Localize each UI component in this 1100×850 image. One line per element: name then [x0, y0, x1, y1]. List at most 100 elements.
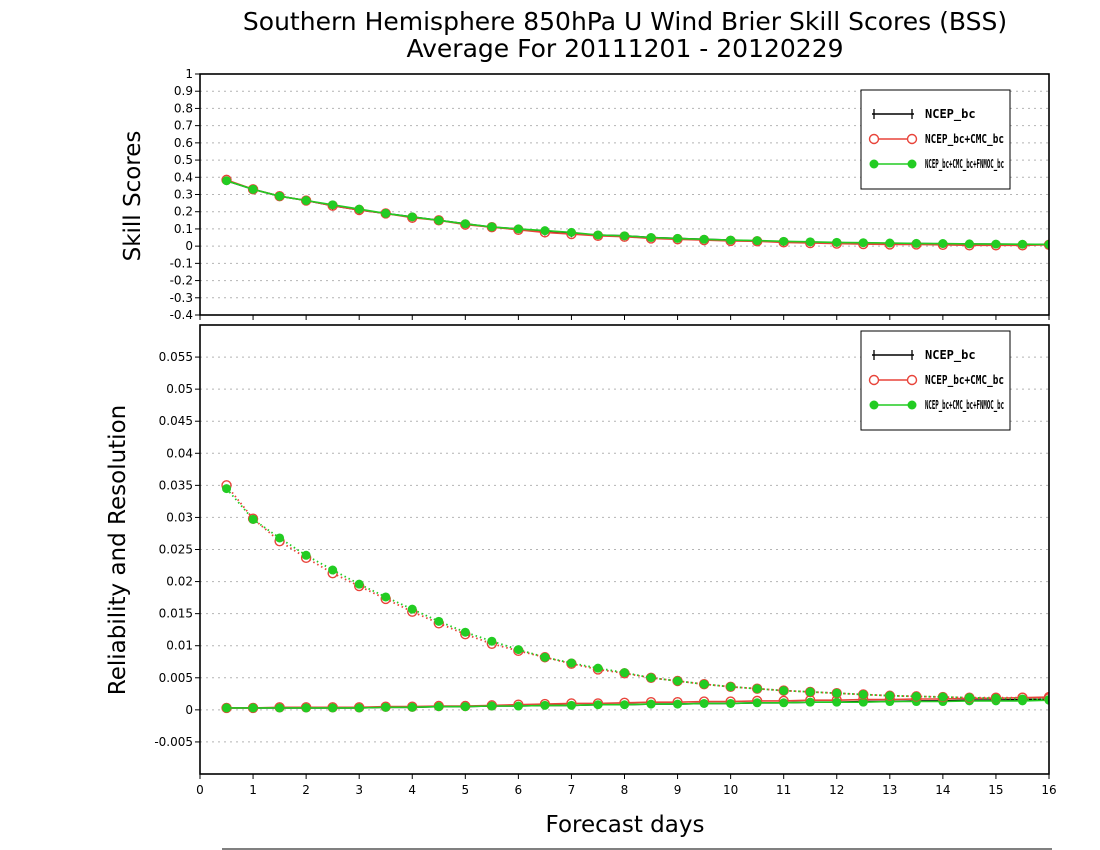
legend-label: NCEP_bc+CMC_bc+FNMOC_bc [925, 157, 1004, 172]
legend-marker [868, 133, 880, 145]
y-tick-label: 0.7 [174, 119, 193, 133]
data-point [540, 700, 550, 710]
data-point [434, 616, 444, 626]
data-point [805, 237, 815, 247]
data-point [991, 693, 1001, 703]
legend-marker [869, 400, 879, 410]
x-tick-label: 0 [196, 783, 204, 797]
data-point [460, 627, 470, 637]
data-point [513, 224, 523, 234]
data-point [726, 682, 736, 692]
data-point [381, 702, 391, 712]
x-tick-label: 10 [723, 783, 738, 797]
data-point [752, 236, 762, 246]
y-tick-label: -0.1 [170, 256, 193, 270]
data-point [1044, 239, 1049, 249]
y-tick-label: 0.6 [174, 136, 193, 150]
data-point [487, 701, 497, 711]
y-tick-label: 0.8 [174, 101, 193, 115]
data-point [434, 702, 444, 712]
x-tick-label: 16 [1041, 783, 1056, 797]
data-point [620, 700, 629, 710]
data-point [1017, 239, 1027, 249]
data-point [513, 645, 523, 655]
x-tick-label: 4 [408, 783, 416, 797]
legend-label: NCEP_bc+CMC_bc+FNMOC_bc [925, 398, 1004, 413]
data-point [328, 565, 338, 575]
legend-marker [868, 374, 880, 386]
y-tick-label: 0.2 [174, 205, 193, 219]
data-point [673, 676, 683, 686]
y-tick-label: 0.5 [174, 153, 193, 167]
data-point [301, 196, 311, 206]
data-point [434, 215, 444, 225]
x-tick-label: 1 [249, 783, 257, 797]
data-point [248, 184, 258, 194]
x-tick-label: 11 [776, 783, 791, 797]
series-line [226, 179, 1049, 246]
data-point [673, 233, 683, 243]
legend-marker [907, 400, 917, 410]
data-point [805, 697, 815, 707]
chart-title: Southern Hemisphere 850hPa U Wind Brier … [243, 7, 1007, 36]
data-point [699, 679, 709, 689]
series-layer [221, 480, 1049, 714]
data-point [858, 689, 868, 699]
data-point [460, 219, 470, 229]
data-point [328, 703, 338, 713]
y-tick-label: -0.4 [170, 308, 193, 322]
y-tick-label: -0.005 [154, 735, 193, 749]
series-line [226, 179, 1049, 247]
data-point [646, 233, 656, 243]
data-point [832, 697, 842, 707]
data-point [991, 239, 1001, 249]
data-point [779, 236, 789, 246]
data-point [779, 698, 789, 708]
series-layer [221, 174, 1049, 251]
y-tick-label: 0 [185, 703, 193, 717]
x-tick-label: 9 [674, 783, 682, 797]
y-tick-label: 0.3 [174, 188, 193, 202]
legend: NCEP_bc NCEP_bc+CMC_bc NCEP_bc+CMC_bc+FNMO… [860, 89, 1011, 190]
data-point [752, 698, 762, 708]
data-point [885, 691, 895, 701]
data-point [593, 230, 603, 240]
x-tick-label: 3 [355, 783, 363, 797]
data-point [832, 688, 842, 698]
y-tick-label: 0 [185, 239, 193, 253]
x-axis-label: Forecast days [546, 812, 705, 838]
series-line [225, 484, 1049, 700]
data-point [381, 208, 391, 218]
y-tick-label: 0.05 [166, 382, 193, 396]
data-point [646, 673, 656, 683]
data-point [513, 701, 523, 711]
data-point [779, 686, 789, 696]
legend-label: NCEP_bc [925, 348, 976, 363]
series-line [225, 488, 1049, 701]
data-point [699, 234, 709, 244]
data-point [354, 703, 364, 713]
data-point [487, 636, 497, 646]
x-tick-label: 8 [621, 783, 629, 797]
data-point [673, 699, 683, 709]
data-point [964, 693, 974, 703]
data-point [460, 702, 470, 712]
data-point [938, 239, 948, 249]
skill-scores-panel: -0.4 -0.3 -0.2 -0.1 0 0.1 0.2 0.3 0.4 0.5 0.6 0.7 0.… [170, 67, 1050, 322]
data-point [1017, 694, 1027, 704]
data-point [646, 699, 656, 709]
data-point [275, 533, 285, 543]
data-point [540, 226, 550, 236]
data-point [858, 238, 868, 248]
data-point [911, 691, 921, 701]
data-point [699, 698, 709, 708]
data-point [964, 239, 974, 249]
chart-subtitle: Average For 20111201 - 20120229 [406, 34, 843, 63]
legend-label: NCEP_bc+CMC_bc [925, 132, 1004, 147]
bottom-y-axis-label: Reliability and Resolution [105, 405, 131, 695]
data-point [593, 700, 603, 710]
y-tick-label: 0.005 [159, 671, 193, 685]
data-point [1043, 693, 1049, 704]
data-point [938, 692, 948, 702]
reliability-resolution-panel: -0.005 0 0.005 0.01 0.015 0.02 0.025 0.03 0.035 0… [154, 324, 1057, 797]
